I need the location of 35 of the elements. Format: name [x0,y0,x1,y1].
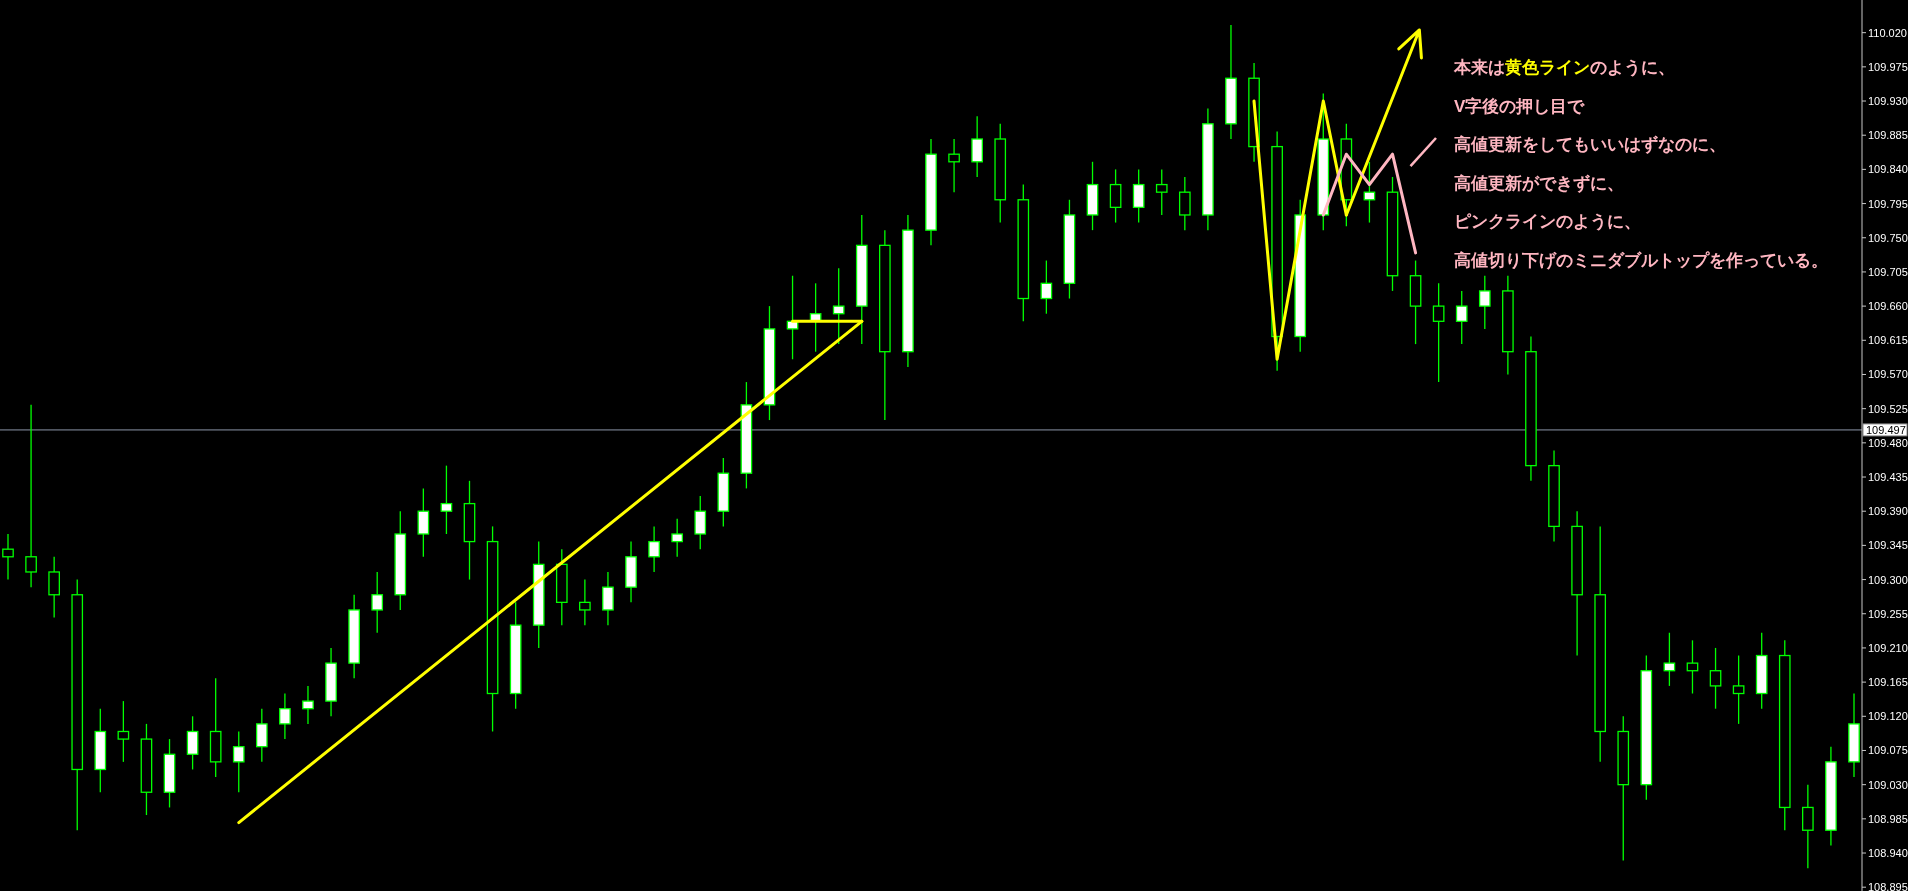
y-tick-label: 109.480 [1868,436,1908,449]
y-tick-label: 109.120 [1868,710,1908,723]
y-tick-label: 109.300 [1868,573,1908,586]
y-tick-label: 109.345 [1868,539,1908,552]
y-tick-label: 109.570 [1868,368,1908,381]
y-tick-label: 109.660 [1868,300,1908,313]
annotation: のように、 [1590,58,1675,77]
y-tick-label: 109.750 [1868,231,1908,244]
y-tick-label: 109.930 [1868,95,1908,108]
y-tick-label: 109.255 [1868,607,1908,620]
y-tick-label: 109.435 [1868,471,1908,484]
y-tick-label: 109.030 [1868,778,1908,791]
y-tick-label: 109.975 [1868,60,1908,73]
y-tick-label: 109.615 [1868,334,1908,347]
y-tick-label: 109.840 [1868,163,1908,176]
annotation: 黄色ライン [1504,58,1590,77]
y-tick-label: 109.885 [1868,129,1908,142]
annotation: 高値切り下げのミニダブルトップを作っている。 [1454,250,1828,270]
y-tick-label: 109.390 [1868,505,1908,518]
y-tick-label: 109.525 [1868,402,1908,415]
annotation: V字後の押し目で [1454,96,1586,116]
y-tick-label: 108.895 [1868,881,1908,891]
annotation: 高値更新をしてもいいはずなのに、 [1454,135,1726,154]
ref-line-label: 109.497 [1866,423,1906,436]
y-tick-label: 109.075 [1868,744,1908,757]
annotation: ピンクラインのように、 [1454,212,1641,231]
annotation: 高値更新ができずに、 [1454,173,1624,193]
y-tick-label: 109.165 [1868,676,1908,689]
y-tick-label: 109.210 [1868,641,1908,654]
annotation: 本来は [1453,58,1505,77]
y-tick-label: 109.705 [1868,265,1908,278]
y-tick-label: 108.940 [1868,847,1908,860]
y-tick-label: 109.795 [1868,197,1908,210]
y-tick-label: 108.985 [1868,812,1908,825]
y-tick-label: 110.020 [1868,26,1907,39]
